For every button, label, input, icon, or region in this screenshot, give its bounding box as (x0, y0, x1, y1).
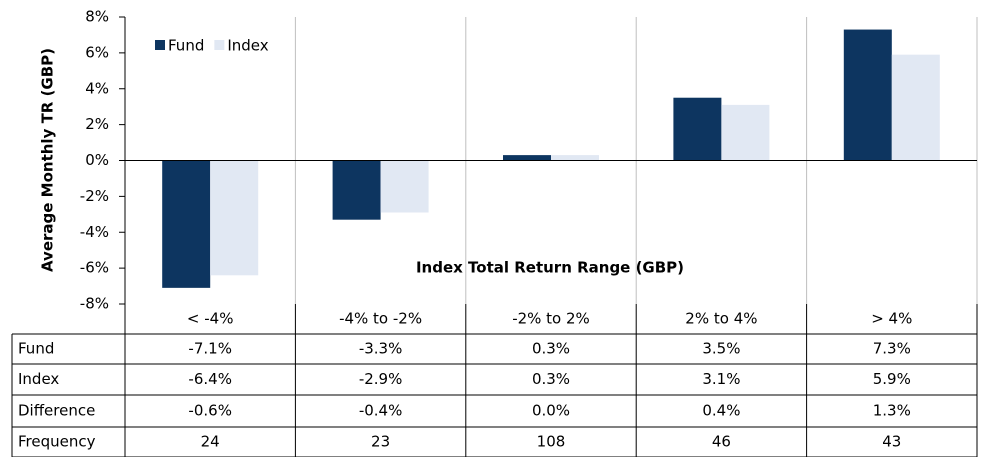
bar (891, 54, 940, 161)
x-tick-label: -2% to 2% (512, 310, 590, 328)
y-tick-label: 2% (85, 115, 109, 133)
y-tick-label: -8% (80, 295, 109, 313)
x-tick-label: > 4% (871, 310, 912, 328)
row-label: Frequency (18, 433, 96, 451)
table-cell: -7.1% (188, 340, 232, 358)
table-cell: 24 (201, 433, 220, 451)
bar (210, 160, 259, 276)
y-tick-label: 8% (85, 8, 109, 26)
table-cell: 0.3% (532, 340, 570, 358)
bar (380, 160, 429, 213)
x-tick-label: -4% to -2% (339, 310, 422, 328)
table-cell: 3.1% (702, 370, 740, 388)
y-tick-label: -4% (80, 223, 109, 241)
bar (551, 155, 599, 161)
table-cell: 7.3% (873, 340, 911, 358)
table-cell: 1.3% (873, 402, 911, 420)
table-cell: -2.9% (359, 370, 403, 388)
table-cell: 108 (537, 433, 566, 451)
legend-swatch (214, 40, 225, 50)
legend-swatch (155, 40, 165, 50)
table-cell: 5.9% (873, 370, 911, 388)
y-tick-label: 4% (85, 79, 109, 97)
table-cell: 46 (712, 433, 731, 451)
bar (332, 160, 381, 220)
table-cell: -0.4% (359, 402, 403, 420)
table-cell: 43 (882, 433, 901, 451)
table-cell: -3.3% (359, 340, 403, 358)
y-tick-label: -2% (80, 187, 109, 205)
y-axis-label: Average Monthly TR (GBP) (39, 48, 57, 272)
row-label: Fund (18, 340, 54, 358)
x-tick-label: 2% to 4% (685, 310, 757, 328)
x-tick-label: < -4% (187, 310, 234, 328)
y-tick-label: -6% (80, 259, 109, 277)
legend-label: Fund (168, 37, 204, 55)
bar (673, 97, 722, 161)
bar (503, 155, 551, 161)
table-cell: 0.0% (532, 402, 570, 420)
table-cell: -6.4% (188, 370, 232, 388)
table-cell: -0.6% (188, 402, 232, 420)
y-tick-label: 0% (85, 151, 109, 169)
bar (721, 104, 770, 161)
bar (843, 29, 892, 161)
x-axis-label: Index Total Return Range (GBP) (416, 259, 684, 277)
y-tick-label: 6% (85, 43, 109, 61)
row-label: Difference (18, 402, 95, 420)
table-cell: 0.4% (702, 402, 740, 420)
table-cell: 3.5% (702, 340, 740, 358)
row-label: Index (18, 370, 59, 388)
bar (162, 160, 211, 288)
table-cell: 23 (371, 433, 390, 451)
legend-label: Index (227, 37, 268, 55)
table-cell: 0.3% (532, 370, 570, 388)
